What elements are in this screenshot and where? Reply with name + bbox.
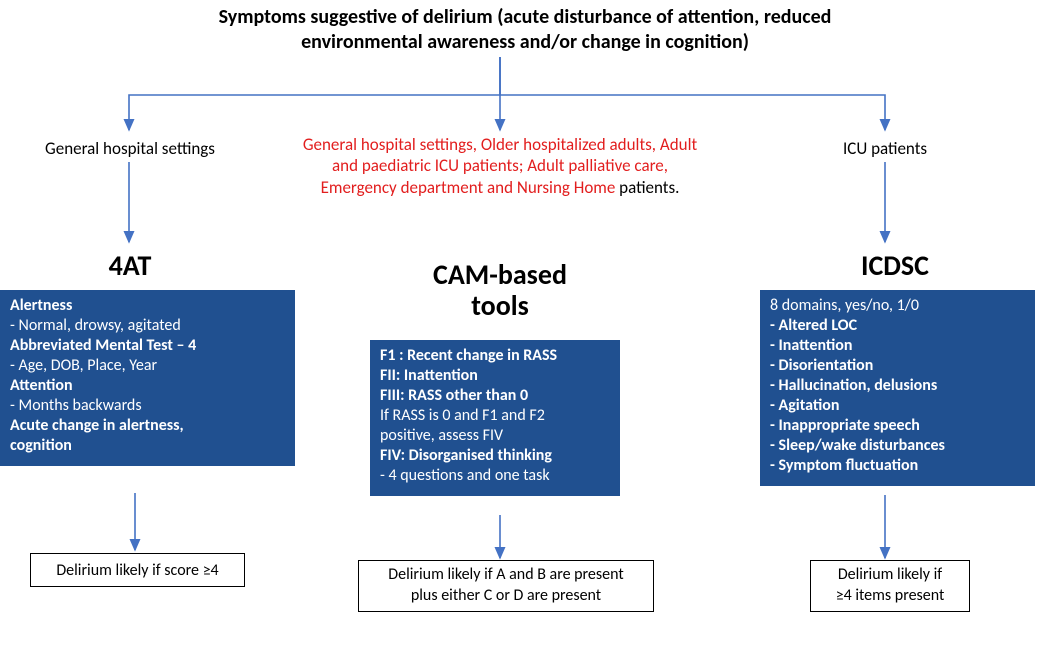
left-setting: General hospital settings xyxy=(15,138,245,159)
right-result: Delirium likely if ≥4 items present xyxy=(810,560,970,612)
middle-setting: General hospital settings, Older hospita… xyxy=(300,134,700,198)
panel-line: cognition xyxy=(10,436,285,456)
left-result: Delirium likely if score ≥4 xyxy=(30,553,245,587)
middle-setting-tail: patients. xyxy=(615,177,679,198)
middle-result-line2: plus either C or D are present xyxy=(411,586,601,605)
panel-line: positive, assess FIV xyxy=(380,426,610,446)
flowchart-canvas: Symptoms suggestive of delirium (acute d… xyxy=(0,0,1050,658)
panel-line: - Altered LOC xyxy=(770,316,1025,336)
right-result-line1: Delirium likely if xyxy=(838,565,942,584)
panel-line: - Months backwards xyxy=(10,396,285,416)
middle-tool-line2: tools xyxy=(471,288,529,323)
right-result-line2: ≥4 items present xyxy=(836,586,945,605)
right-panel: 8 domains, yes/no, 1/0- Altered LOC- Ina… xyxy=(760,290,1035,486)
middle-result: Delirium likely if A and B are present p… xyxy=(358,560,654,612)
middle-tool-title: CAM-based tools xyxy=(390,260,610,322)
panel-line: Abbreviated Mental Test – 4 xyxy=(10,336,285,356)
panel-line: Attention xyxy=(10,376,285,396)
panel-line: - Inattention xyxy=(770,336,1025,356)
panel-line: - Symptom fluctuation xyxy=(770,456,1025,476)
panel-line: F1 : Recent change in RASS xyxy=(380,346,610,366)
title-line1: Symptoms suggestive of delirium (acute d… xyxy=(219,5,832,29)
left-tool-title: 4AT xyxy=(80,248,180,283)
left-result-text: Delirium likely if score ≥4 xyxy=(56,561,218,580)
panel-line: FIV: Disorganised thinking xyxy=(380,446,610,466)
panel-line: - 4 questions and one task xyxy=(380,466,610,486)
title-line2: environmental awareness and/or change in… xyxy=(301,30,749,54)
right-tool-title: ICDSC xyxy=(835,248,955,283)
middle-panel: F1 : Recent change in RASSFII: Inattenti… xyxy=(370,340,620,496)
panel-line: - Age, DOB, Place, Year xyxy=(10,356,285,376)
panel-line: - Sleep/wake disturbances xyxy=(770,436,1025,456)
panel-line: - Normal, drowsy, agitated xyxy=(10,316,285,336)
panel-line: FII: Inattention xyxy=(380,366,610,386)
middle-result-line1: Delirium likely if A and B are present xyxy=(388,565,623,584)
panel-line: FIII: RASS other than 0 xyxy=(380,386,610,406)
panel-line: - Disorientation xyxy=(770,356,1025,376)
panel-line: - Hallucination, delusions xyxy=(770,376,1025,396)
panel-line: 8 domains, yes/no, 1/0 xyxy=(770,296,1025,316)
panel-line: - Inappropriate speech xyxy=(770,416,1025,436)
panel-line: - Agitation xyxy=(770,396,1025,416)
left-panel: Alertness- Normal, drowsy, agitatedAbbre… xyxy=(0,290,295,466)
panel-line: Acute change in alertness, xyxy=(10,416,285,436)
diagram-title: Symptoms suggestive of delirium (acute d… xyxy=(160,5,890,55)
right-setting: ICU patients xyxy=(820,138,950,159)
panel-line: Alertness xyxy=(10,296,285,316)
right-result-wrap: Delirium likely if ≥4 items present xyxy=(836,565,945,607)
panel-line: If RASS is 0 and F1 and F2 xyxy=(380,406,610,426)
middle-result-wrap: Delirium likely if A and B are present p… xyxy=(388,565,623,607)
middle-tool-line1: CAM-based xyxy=(433,257,567,292)
